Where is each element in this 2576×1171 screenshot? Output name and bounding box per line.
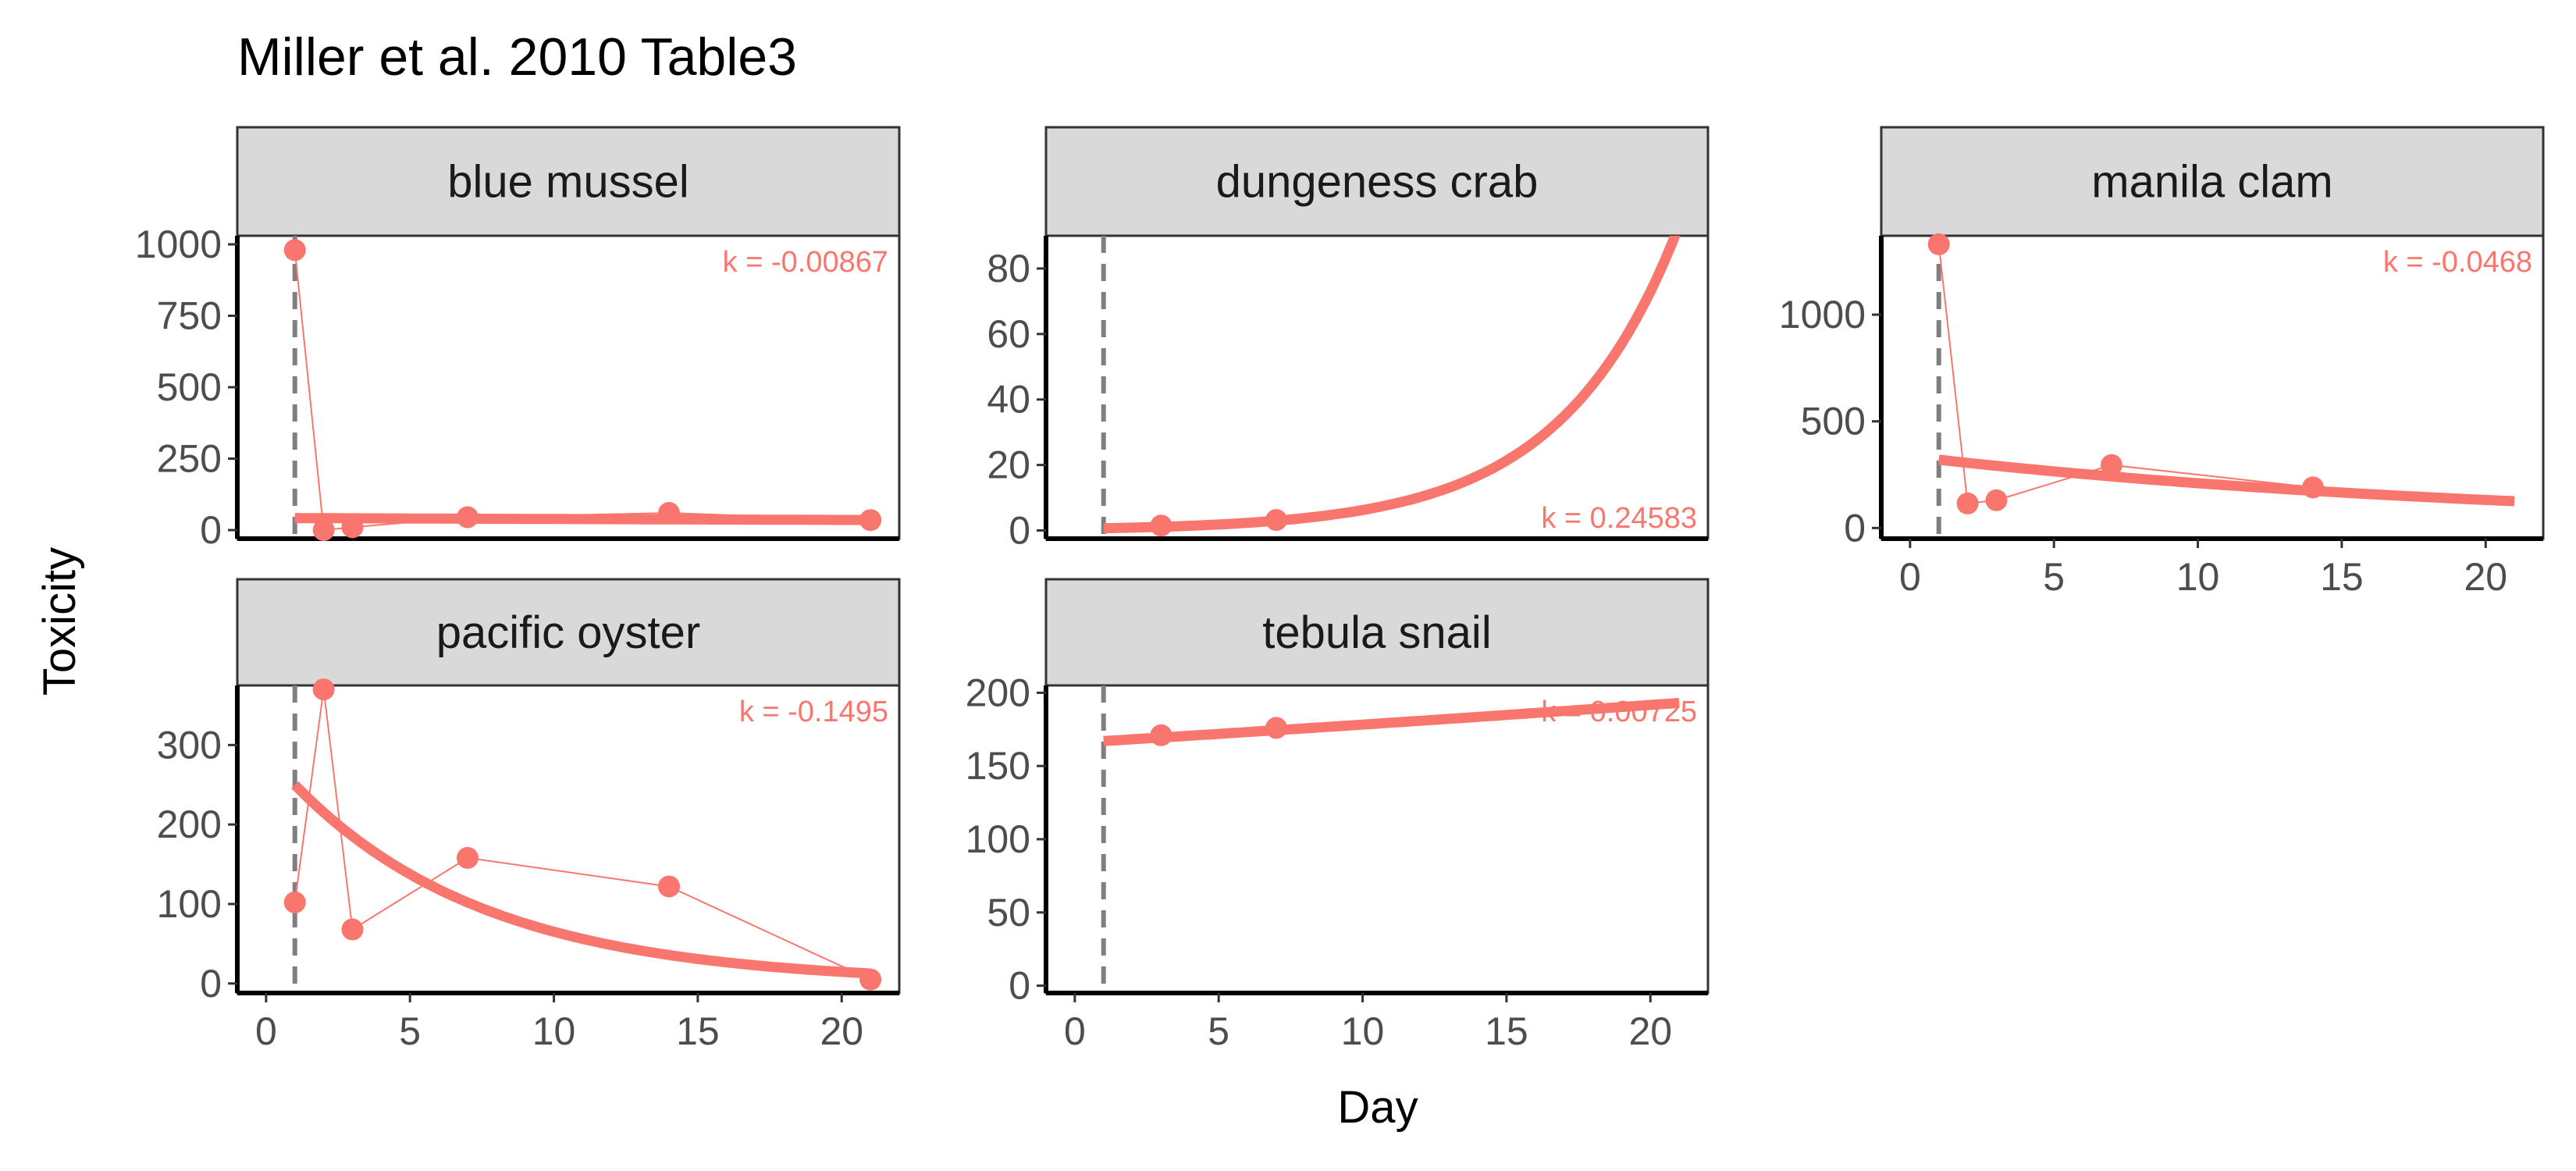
fit-curve xyxy=(1103,697,1680,746)
chart-title: Miller et al. 2010 Table3 xyxy=(237,27,797,87)
x-tick-label: 15 xyxy=(1485,1009,1528,1053)
observation-line xyxy=(294,689,871,981)
observation-line xyxy=(1161,519,1277,527)
data-point xyxy=(341,918,364,941)
y-tick-label: 50 xyxy=(987,891,1030,934)
x-tick-label: 15 xyxy=(2320,555,2364,599)
x-tick-label: 5 xyxy=(399,1009,421,1053)
panel-border xyxy=(1044,234,1710,540)
data-point xyxy=(456,506,479,529)
data-point xyxy=(859,509,882,532)
facet-panel: manila clam 0 500 1000 0 5 10 15 20 k = -0.0468 xyxy=(1779,126,2545,599)
k-rate-label: k = 0.00725 xyxy=(1541,696,1697,728)
observation-line xyxy=(1161,727,1277,736)
facet-panel: blue mussel 0 250 500 750 1000 k = -0.00867 xyxy=(135,126,901,552)
panel-border xyxy=(1044,684,1710,995)
x-tick-label: 0 xyxy=(1899,555,1921,599)
y-tick-label: 100 xyxy=(157,882,222,926)
x-tick-label: 20 xyxy=(820,1009,863,1053)
facet-strip xyxy=(1880,126,2545,237)
facet-panel: tebula snail 0 50 100 150 200 0 5 10 15 20 k = 0.00… xyxy=(966,578,1710,1053)
data-point xyxy=(456,846,479,869)
facet-strip-label: pacific oyster xyxy=(436,607,700,658)
y-tick-label: 0 xyxy=(200,962,222,1005)
facet-strip xyxy=(1044,578,1710,687)
x-tick-label: 10 xyxy=(2176,555,2220,599)
x-tick-label: 0 xyxy=(255,1009,277,1053)
k-rate-label: k = -0.1495 xyxy=(739,696,888,728)
x-tick-label: 20 xyxy=(2464,555,2507,599)
x-axis-title: Day xyxy=(1337,1082,1418,1133)
x-tick-label: 5 xyxy=(1208,1009,1229,1053)
data-point xyxy=(283,239,306,262)
observation-line xyxy=(294,250,871,532)
data-point xyxy=(1985,489,2008,511)
data-point xyxy=(1265,717,1287,739)
plot-area xyxy=(291,685,871,993)
facet-strip-label: manila clam xyxy=(2091,157,2332,208)
y-tick-label: 300 xyxy=(157,723,222,767)
y-tick-label: 0 xyxy=(1009,509,1030,553)
facet-strip xyxy=(236,126,901,237)
y-tick-label: 60 xyxy=(987,312,1030,356)
x-tick-label: 10 xyxy=(532,1009,576,1053)
data-point xyxy=(312,678,335,701)
fit-curve xyxy=(1103,236,1681,534)
facet-strip xyxy=(236,578,901,687)
y-tick-label: 200 xyxy=(966,671,1030,714)
facet-strip-label: tebula snail xyxy=(1262,607,1491,658)
y-tick-label: 750 xyxy=(157,294,222,337)
y-tick-label: 0 xyxy=(1844,506,1866,550)
x-tick-label: 20 xyxy=(1628,1009,1672,1053)
k-rate-label: k = -0.00867 xyxy=(723,246,888,279)
y-tick-label: 1000 xyxy=(1779,293,1866,336)
x-tick-label: 10 xyxy=(1341,1009,1385,1053)
y-tick-label: 40 xyxy=(987,378,1030,422)
data-point xyxy=(1150,514,1172,537)
facet-panel: dungeness crab 0 20 40 60 80 k = 0.24583 xyxy=(987,126,1710,553)
y-tick-label: 100 xyxy=(966,817,1030,861)
data-point xyxy=(1927,233,1950,255)
k-rate-label: k = 0.24583 xyxy=(1541,502,1697,535)
data-point xyxy=(283,891,306,913)
facet-strip-label: blue mussel xyxy=(447,157,688,208)
fit-curve xyxy=(1938,454,2515,507)
plot-area xyxy=(292,236,871,539)
panel-border xyxy=(236,234,901,540)
k-rate-label: k = -0.0468 xyxy=(2383,246,2532,279)
facet-strip-label: dungeness crab xyxy=(1216,157,1539,208)
data-point xyxy=(312,519,335,542)
y-tick-label: 0 xyxy=(1009,964,1030,1008)
data-point xyxy=(341,516,364,539)
data-point xyxy=(1956,492,1979,514)
facet-strip xyxy=(1044,126,1710,237)
fit-curve xyxy=(291,781,871,979)
data-point xyxy=(1150,724,1172,746)
x-tick-label: 5 xyxy=(2043,555,2065,599)
x-tick-label: 0 xyxy=(1064,1009,1086,1053)
plot-area xyxy=(1101,685,1680,993)
y-tick-label: 250 xyxy=(157,437,222,481)
y-tick-label: 500 xyxy=(157,365,222,409)
y-tick-label: 1000 xyxy=(135,222,222,266)
data-point xyxy=(2100,454,2122,476)
y-tick-label: 80 xyxy=(987,247,1030,290)
y-tick-label: 0 xyxy=(200,508,222,552)
data-point xyxy=(658,502,681,525)
x-tick-label: 15 xyxy=(676,1009,720,1053)
facet-panel: pacific oyster 0 100 200 300 0 5 10 15 20 k = -0.1… xyxy=(157,578,901,1053)
plot-area xyxy=(1101,236,1681,539)
data-point xyxy=(1265,509,1287,532)
data-point xyxy=(859,968,882,991)
y-tick-label: 150 xyxy=(966,744,1030,788)
y-tick-label: 500 xyxy=(1801,400,1866,443)
fit-curve xyxy=(294,513,871,525)
y-axis-title: Toxicity xyxy=(34,547,85,696)
data-point xyxy=(2302,476,2325,499)
data-point xyxy=(658,875,681,898)
y-tick-label: 20 xyxy=(987,443,1030,487)
y-tick-label: 200 xyxy=(157,803,222,846)
